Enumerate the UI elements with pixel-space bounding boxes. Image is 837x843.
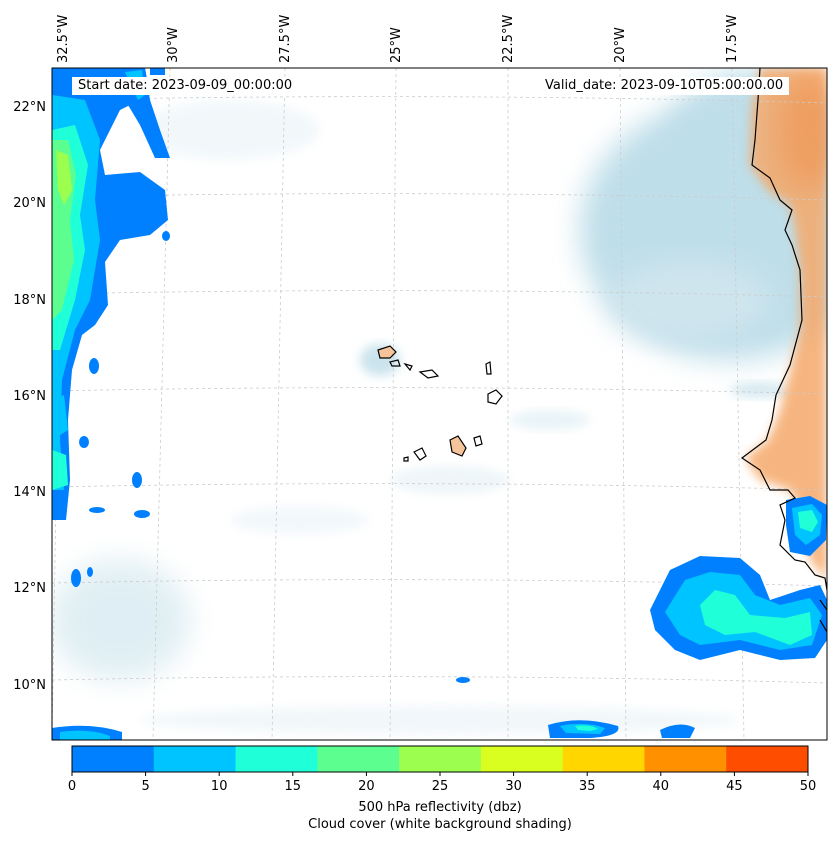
colorbar: 0 5 10 15 20 25 30 35 40 45 50 (68, 745, 817, 794)
colorbar-segment (317, 746, 400, 772)
coastline (377, 68, 827, 633)
colorbar-tick-label: 10 (211, 779, 228, 794)
lat-tick: 14°N (13, 485, 46, 500)
lon-tick: 20°W (613, 27, 628, 63)
colorbar-tick-label: 40 (653, 779, 670, 794)
lon-tick: 22.5°W (501, 15, 516, 63)
lon-tick: 32.5°W (56, 15, 71, 63)
colorbar-tick-label: 50 (800, 779, 817, 794)
lat-tick-labels: 22°N 20°N 18°N 16°N 14°N 12°N 10°N (13, 100, 46, 693)
colorbar-segment (235, 746, 318, 772)
colorbar-segment (399, 746, 482, 772)
colorbar-tick-label: 15 (285, 779, 302, 794)
lat-tick: 20°N (13, 196, 46, 211)
lat-tick: 12°N (13, 581, 46, 596)
valid-date-label: Valid_date: 2023-09-10T05:00:00.00 (539, 77, 790, 95)
colorbar-sublabel: Cloud cover (white background shading) (308, 817, 572, 832)
graticule (52, 68, 827, 740)
colorbar-tick-label: 5 (141, 779, 149, 794)
colorbar-segment (726, 746, 809, 772)
colorbar-segment (153, 746, 237, 772)
lon-tick: 30°W (166, 27, 181, 63)
land-shading (745, 68, 827, 580)
colorbar-tick-label: 35 (579, 779, 596, 794)
colorbar-segment (562, 746, 645, 772)
lon-tick-labels: 32.5°W 30°W 27.5°W 25°W 22.5°W 20°W 17.5… (56, 15, 740, 63)
lon-tick: 17.5°W (725, 15, 740, 63)
lon-tick: 27.5°W (278, 15, 293, 63)
colorbar-tick-label: 30 (505, 779, 522, 794)
map-frame (51, 67, 828, 741)
lon-tick: 25°W (389, 27, 404, 63)
lat-tick: 16°N (13, 389, 46, 404)
lat-tick: 10°N (13, 678, 46, 693)
colorbar-label: 500 hPa reflectivity (dbz) (358, 800, 522, 815)
start-date-label: Start date: 2023-09-09_00:00:00 (72, 77, 299, 95)
lat-tick: 18°N (13, 293, 46, 308)
colorbar-tick-label: 20 (358, 779, 375, 794)
lat-tick: 22°N (13, 100, 46, 115)
colorbar-tick-label: 25 (432, 779, 449, 794)
colorbar-tick-label: 0 (68, 779, 76, 794)
colorbar-segment (72, 746, 155, 772)
colorbar-segment (644, 746, 727, 772)
colorbar-tick-label: 45 (726, 779, 743, 794)
colorbar-segment (480, 746, 564, 772)
